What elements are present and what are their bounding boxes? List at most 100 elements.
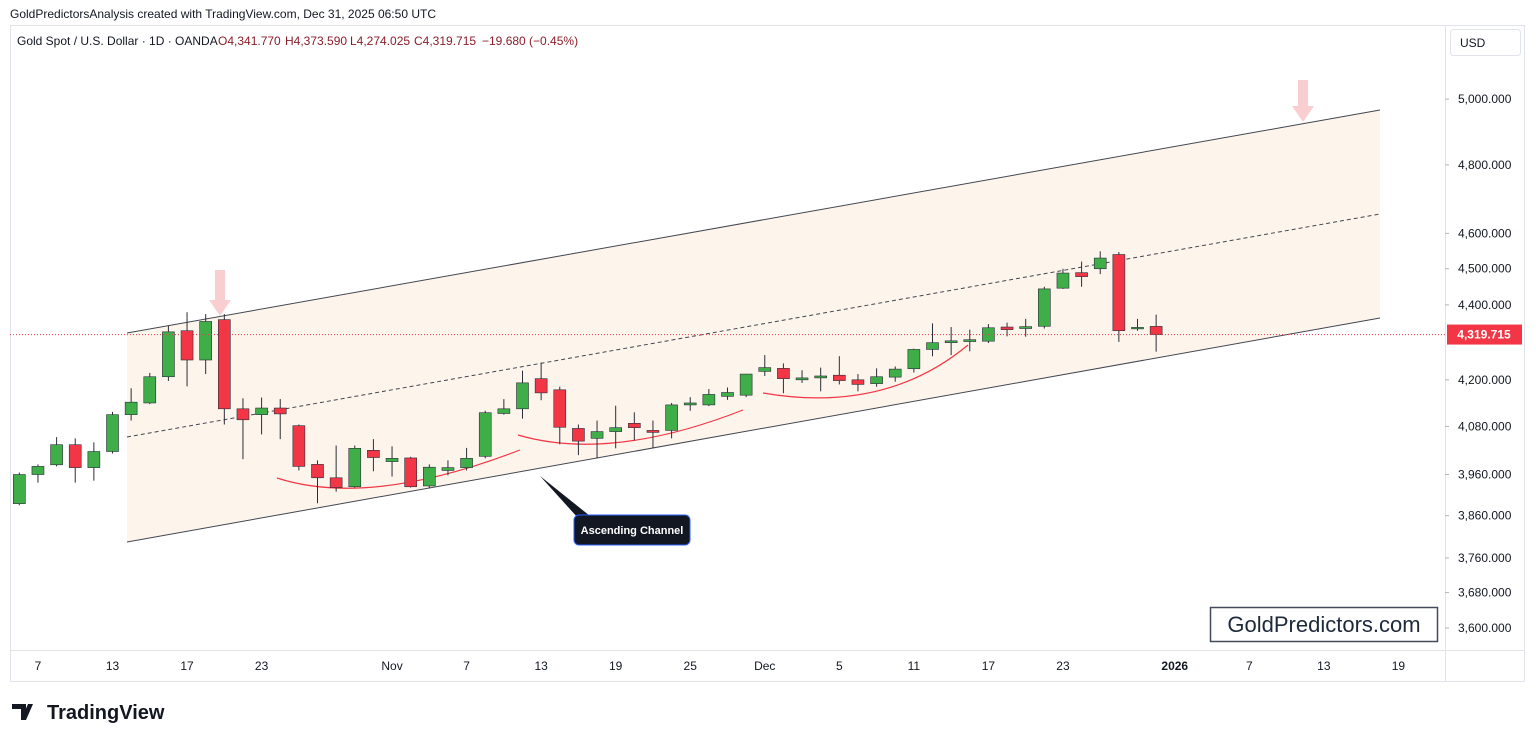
x-tick-label: 13 [106, 659, 120, 673]
candle-body [385, 458, 399, 462]
chart-frame [10, 25, 1525, 682]
x-tick-label: 7 [1246, 659, 1253, 673]
channel-upper [126, 109, 1381, 334]
candle-body [478, 412, 492, 457]
price-label-box [1447, 324, 1522, 345]
brand: TradingView [47, 702, 165, 724]
candle-body [423, 466, 436, 487]
channel-fill [127, 110, 1380, 542]
candle-body [683, 402, 697, 406]
y-tick-label: 4,500.000 [1458, 262, 1512, 276]
x-tick-label: 19 [1392, 659, 1406, 673]
candle-body [404, 457, 417, 488]
candle-body [143, 376, 157, 404]
candle-body [553, 389, 567, 428]
y-tick-label: 3,680.000 [1458, 586, 1512, 600]
candle-body [1019, 326, 1032, 329]
candle-body [534, 378, 548, 394]
candle-body [1149, 326, 1163, 335]
candle-body [273, 407, 287, 415]
candle-body [348, 448, 362, 488]
candle-body [162, 331, 175, 378]
x-tick-label: 7 [35, 659, 42, 673]
candle-body [255, 407, 268, 415]
candle-body [460, 458, 473, 468]
symbol: Gold Spot / U.S. Dollar · 1D · OANDA [17, 34, 218, 48]
candle-body [218, 319, 231, 410]
y-tick-label: 3,760.000 [1458, 551, 1512, 565]
x-tick-label: Nov [381, 659, 402, 673]
candle-body [106, 414, 119, 452]
brand-logo [12, 704, 33, 720]
candle-body [13, 474, 26, 504]
candle-body [87, 451, 101, 468]
x-tick-label: 17 [982, 659, 996, 673]
callout-box [573, 514, 691, 546]
x-tick-label: 17 [180, 659, 194, 673]
x-tick-label: 11 [908, 659, 921, 673]
plot [13, 251, 1163, 506]
currency-box[interactable] [1450, 29, 1521, 56]
candle-body [31, 466, 45, 475]
channel [126, 109, 1381, 543]
candle-body [795, 377, 809, 381]
candle-body [1131, 327, 1144, 330]
ohlc: −19.680 (−0.45%) [482, 34, 578, 48]
x-tick-label: 5 [836, 659, 843, 673]
candle-body [367, 450, 380, 458]
ohlc: H4,373.590 [285, 34, 347, 48]
x-tick-label: 13 [534, 659, 548, 673]
y-tick-label: 3,600.000 [1458, 621, 1512, 635]
candle-body [236, 408, 250, 421]
candle-body [1000, 326, 1014, 330]
candle-body [833, 374, 846, 381]
candle-body [758, 367, 772, 372]
candle-body [646, 430, 660, 433]
candle-body [590, 431, 604, 439]
candle-body [628, 423, 641, 428]
callout-text: Ascending Channel [581, 525, 684, 537]
price-label: 4,319.715 [1457, 328, 1511, 342]
arc [276, 449, 521, 489]
candle-body [1075, 272, 1088, 277]
y-tick-label: 5,000.000 [1458, 92, 1512, 106]
arcs [276, 344, 969, 489]
arrow-down [209, 270, 231, 316]
candle-body [124, 401, 138, 415]
candle-body [926, 342, 939, 350]
candle-body [944, 340, 958, 343]
watermark-box [1209, 606, 1439, 643]
candle-body [888, 368, 902, 378]
candle-body [311, 464, 324, 479]
y-tick-label: 3,960.000 [1458, 468, 1512, 482]
arc [762, 344, 969, 399]
candle-body [814, 375, 827, 379]
candle-body [516, 382, 529, 410]
candle-body [180, 330, 194, 361]
x-tick-label: Dec [754, 659, 775, 673]
candle-body [963, 339, 977, 342]
y-tick-label: 4,800.000 [1458, 158, 1512, 172]
candle-body [572, 428, 585, 442]
y-tick-label: 4,400.000 [1458, 298, 1512, 312]
x-tick-label: 13 [1317, 659, 1331, 673]
candle-body [497, 408, 511, 414]
y-tick-label: 4,600.000 [1458, 226, 1512, 240]
candle-body [851, 379, 865, 385]
candle-body [721, 392, 734, 397]
candle-body [1038, 288, 1051, 327]
arc [517, 409, 744, 445]
x-tick-label: 25 [684, 659, 698, 673]
ohlc: L4,274.025 [350, 34, 410, 48]
currency: USD [1460, 36, 1486, 50]
x-tick-label: 2026 [1161, 659, 1188, 673]
y-tick-label: 3,860.000 [1458, 509, 1512, 523]
x-tick-label: 23 [255, 659, 269, 673]
x-tick-label: 7 [463, 659, 470, 673]
candle-body [50, 444, 63, 466]
callout: Ascending Channel [540, 476, 691, 546]
y-tick-label: 4,080.000 [1458, 419, 1512, 433]
watermark: GoldPredictors.com [1227, 612, 1420, 637]
candle-body [609, 427, 622, 432]
